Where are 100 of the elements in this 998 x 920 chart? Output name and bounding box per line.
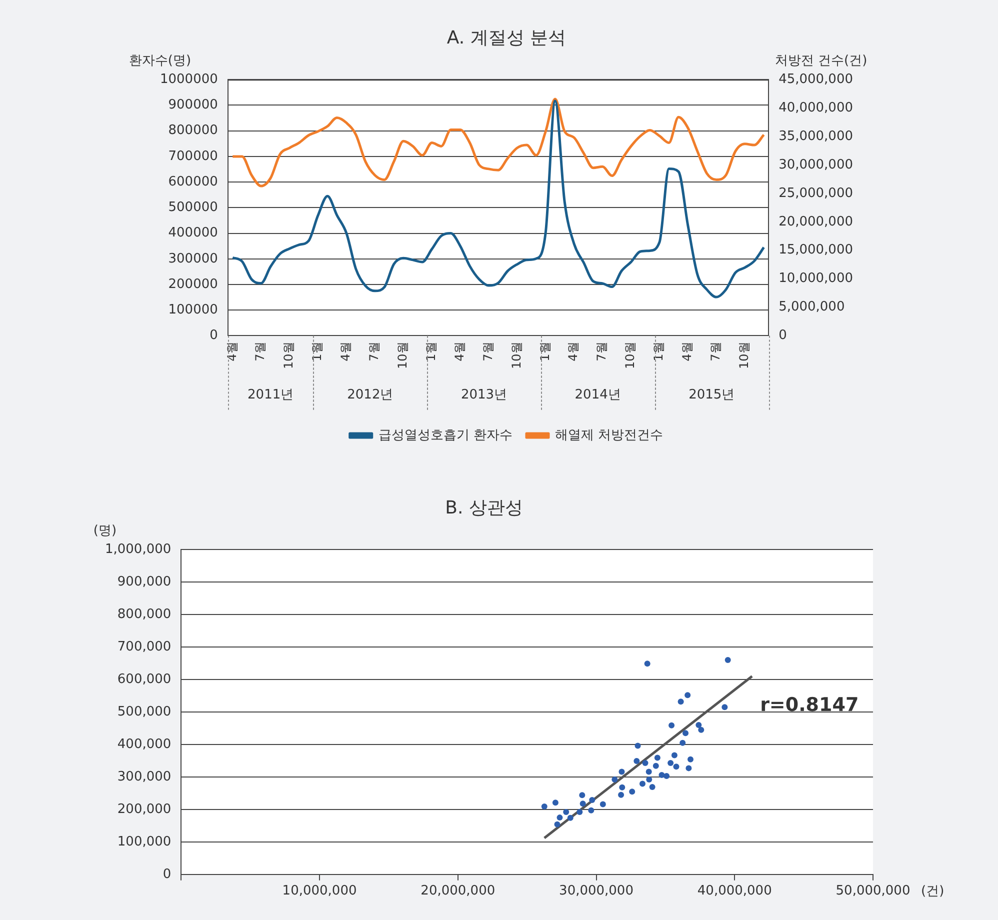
- y-tick-label: 200000: [168, 276, 218, 292]
- point: [649, 784, 656, 790]
- y-tick-label: 0: [162, 866, 172, 882]
- point: [619, 784, 626, 790]
- point: [563, 809, 570, 816]
- y-tick-label: 0: [210, 328, 218, 344]
- x-tick-label: 4월: [338, 342, 353, 362]
- point: [684, 692, 691, 698]
- y2-tick-label: 15,000,000: [778, 242, 854, 258]
- line-series: [231, 98, 766, 188]
- point: [722, 704, 728, 710]
- x-tick-label: 7월: [708, 342, 723, 362]
- point: [686, 765, 692, 772]
- y-tick-label: 700,000: [117, 639, 172, 654]
- point: [618, 768, 625, 775]
- text: 2014년: [574, 387, 621, 402]
- point: [680, 740, 686, 746]
- y-tick-label: 200,000: [117, 802, 172, 817]
- y-tick-label: 400000: [168, 226, 218, 241]
- point: [698, 726, 704, 733]
- x-tick-label: 10월: [736, 342, 751, 370]
- y-tick-label: 900000: [168, 98, 218, 113]
- point: [654, 754, 660, 761]
- point: [567, 814, 574, 821]
- x-tick-label: 10월: [623, 342, 638, 370]
- x-tick-label: 4월: [680, 342, 694, 362]
- point: [678, 698, 684, 705]
- point: [671, 752, 678, 758]
- y2-tick-label: 10,000,000: [778, 271, 854, 286]
- point: [724, 657, 731, 664]
- point: [634, 742, 641, 749]
- point: [579, 792, 586, 798]
- y-tick-label: 100000: [168, 302, 218, 318]
- y-tick-label: 300,000: [117, 769, 172, 784]
- y-tick-label: 1000000: [160, 72, 218, 87]
- x-tick-label: 50,000,000: [836, 884, 910, 899]
- point: [589, 797, 596, 804]
- y-tick-label: 100,000: [117, 834, 172, 850]
- y2-tick-label: 40,000,000: [778, 100, 854, 116]
- point: [600, 801, 606, 808]
- legend-label: 급성열성호흡기 환자수: [378, 428, 513, 443]
- y-tick-label: 600000: [168, 174, 218, 190]
- point: [634, 758, 640, 764]
- point: [682, 730, 689, 736]
- y-tick-label: 700000: [168, 148, 218, 164]
- x-tick-label: 1월: [538, 342, 552, 362]
- point: [668, 760, 674, 766]
- legend-label: 해열제 처방전건수: [555, 428, 664, 443]
- y2-tick-label: 5,000,000: [778, 300, 845, 315]
- point: [618, 792, 624, 798]
- line-series: [231, 100, 766, 298]
- point: [541, 804, 548, 810]
- x-tick-label: 10월: [282, 342, 296, 370]
- y2-tick-label: 45,000,000: [778, 72, 854, 87]
- point: [552, 800, 558, 806]
- y-tick-label: 800000: [168, 123, 218, 138]
- text: 2012년: [347, 387, 394, 402]
- x-tick-label: 7월: [253, 342, 268, 362]
- point: [576, 809, 583, 816]
- y2-tick-label: 0: [778, 328, 787, 344]
- x-tick-label: 10월: [509, 342, 524, 370]
- chart-title: B. 상관성: [445, 497, 523, 518]
- y-axis-title: (명): [93, 523, 117, 538]
- point: [644, 660, 650, 667]
- text: 2013년: [460, 387, 508, 402]
- y-tick-label: 900,000: [117, 574, 172, 590]
- point: [639, 780, 646, 787]
- x-tick-label: 7월: [367, 342, 382, 362]
- y-tick-label: 500,000: [117, 704, 172, 720]
- x-tick-label: 10,000,000: [282, 884, 357, 899]
- point: [554, 821, 560, 828]
- x-tick-label: 4월: [566, 342, 580, 362]
- text: 2011년: [248, 387, 294, 402]
- y-tick-label: 300000: [168, 251, 218, 266]
- y-tick-label: 500000: [168, 200, 218, 216]
- chart-title: A. 계절성 분석: [446, 27, 566, 48]
- y2-axis-title: 처방전 건수(건): [774, 53, 868, 68]
- text: 2015년: [688, 387, 735, 402]
- point: [664, 772, 670, 779]
- x-tick-label: 20,000,000: [420, 884, 496, 899]
- x-tick-label: 7월: [480, 342, 495, 362]
- point: [668, 722, 675, 728]
- y-tick-label: 400,000: [117, 736, 172, 752]
- annotation: r=0.8147: [760, 694, 859, 716]
- x-tick-label: 4월: [452, 342, 466, 362]
- point: [646, 768, 652, 775]
- point: [652, 762, 659, 769]
- point: [629, 788, 636, 795]
- x-tick-label: 1월: [424, 342, 438, 362]
- y-tick-label: 600,000: [117, 672, 172, 687]
- x-axis-title: (건): [921, 884, 944, 899]
- y2-tick-label: 30,000,000: [778, 157, 854, 172]
- x-tick-label: 7월: [594, 342, 609, 362]
- point: [588, 807, 594, 814]
- x-tick-label: 10월: [396, 342, 410, 370]
- y-tick-label: 800,000: [117, 606, 172, 622]
- x-tick-label: 1월: [652, 342, 666, 362]
- y2-tick-label: 20,000,000: [778, 214, 854, 230]
- y-axis-title: 환자수(명): [128, 53, 192, 68]
- x-tick-label: 30,000,000: [559, 884, 634, 899]
